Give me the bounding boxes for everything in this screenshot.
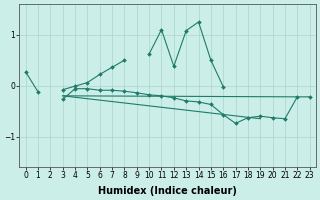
- X-axis label: Humidex (Indice chaleur): Humidex (Indice chaleur): [98, 186, 237, 196]
